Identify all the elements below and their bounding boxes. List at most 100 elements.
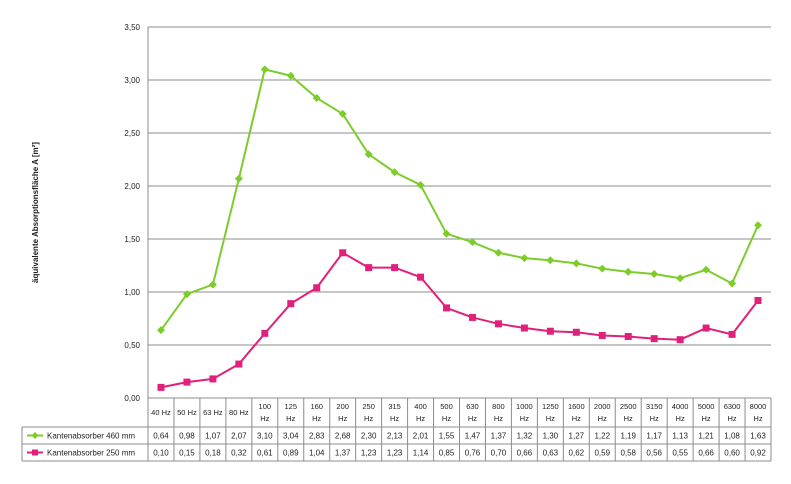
x-tick-label: Hz xyxy=(624,414,633,423)
y-tick-label: 2,50 xyxy=(124,129,140,138)
table-cell-value: 3,04 xyxy=(283,432,299,441)
data-point xyxy=(208,280,217,289)
x-tick-label: 4000 xyxy=(672,402,689,411)
table-cell-value: 0,89 xyxy=(283,449,299,458)
x-tick-label: 1250 xyxy=(542,402,559,411)
data-point xyxy=(676,274,685,283)
x-tick-label: Hz xyxy=(702,414,711,423)
x-tick-label: Hz xyxy=(546,414,555,423)
data-point xyxy=(598,331,606,339)
data-point xyxy=(494,248,503,257)
table-cell-value: 1,04 xyxy=(309,449,325,458)
table-cell-value: 2,01 xyxy=(413,432,429,441)
data-point xyxy=(442,229,451,238)
data-point xyxy=(572,328,580,336)
y-tick-label: 3,50 xyxy=(124,23,140,32)
x-tick-label: 1600 xyxy=(568,402,585,411)
data-point xyxy=(650,269,659,278)
x-tick-label: Hz xyxy=(312,414,321,423)
table-cell-value: 1,08 xyxy=(724,432,740,441)
table-cell-value: 0,55 xyxy=(672,449,688,458)
table-cell-value: 0,60 xyxy=(724,449,740,458)
table-cell-value: 0,85 xyxy=(439,449,455,458)
x-tick-label: Hz xyxy=(442,414,451,423)
table-cell-value: 1,22 xyxy=(594,432,610,441)
table-cell-value: 0,76 xyxy=(465,449,481,458)
table-cell-value: 0,70 xyxy=(491,449,507,458)
data-point xyxy=(754,221,763,230)
x-tick-label: 160 xyxy=(310,402,323,411)
data-point xyxy=(182,290,191,299)
x-tick-label: 3150 xyxy=(646,402,663,411)
table-cell-value: 1,23 xyxy=(361,449,377,458)
y-tick-label: 1,50 xyxy=(124,235,140,244)
data-point xyxy=(391,264,399,272)
table-cell-value: 1,14 xyxy=(413,449,429,458)
x-tick-label: Hz xyxy=(286,414,295,423)
y-tick-label: 0,50 xyxy=(124,341,140,350)
table-cell-value: 1,27 xyxy=(569,432,585,441)
x-tick-label: Hz xyxy=(520,414,529,423)
table-cell-value: 0,64 xyxy=(153,432,169,441)
x-tick-label: 800 xyxy=(492,402,505,411)
table-cell-value: 1,63 xyxy=(750,432,766,441)
data-point xyxy=(546,327,554,335)
data-point xyxy=(520,254,529,263)
x-tick-label: Hz xyxy=(468,414,477,423)
data-point xyxy=(728,330,736,338)
x-tick-label: 63 Hz xyxy=(203,408,223,417)
data-point xyxy=(728,279,737,288)
x-tick-label: 5000 xyxy=(698,402,715,411)
data-point xyxy=(598,264,607,273)
data-point xyxy=(468,238,477,247)
x-tick-label: Hz xyxy=(416,414,425,423)
x-tick-label: 200 xyxy=(336,402,349,411)
data-point xyxy=(520,324,528,332)
table-cell-value: 1,37 xyxy=(491,432,507,441)
table-cell-value: 1,17 xyxy=(646,432,662,441)
x-tick-label: Hz xyxy=(494,414,503,423)
data-point xyxy=(702,265,711,274)
y-tick-label: 0,00 xyxy=(124,394,140,403)
table-cell-value: 0,66 xyxy=(517,449,533,458)
table-cell-value: 2,13 xyxy=(387,432,403,441)
x-tick-label: 500 xyxy=(440,402,453,411)
data-point xyxy=(754,296,762,304)
table-cell-value: 0,92 xyxy=(750,449,766,458)
x-tick-label: 2000 xyxy=(594,402,611,411)
data-point xyxy=(338,109,347,118)
data-point xyxy=(416,180,425,189)
data-point xyxy=(624,267,633,276)
table-cell-value: 1,07 xyxy=(205,432,221,441)
data-point xyxy=(286,71,295,80)
x-tick-label: 2500 xyxy=(620,402,637,411)
x-tick-label: Hz xyxy=(650,414,659,423)
data-point xyxy=(546,256,555,265)
y-tick-label: 3,00 xyxy=(124,76,140,85)
data-point xyxy=(676,336,684,344)
x-tick-label: 315 xyxy=(388,402,401,411)
data-point xyxy=(209,375,217,383)
x-tick-label: Hz xyxy=(260,414,269,423)
table-cell-value: 0,18 xyxy=(205,449,221,458)
table-cell-value: 0,59 xyxy=(594,449,610,458)
table-cell-value: 2,07 xyxy=(231,432,247,441)
data-point xyxy=(260,65,269,74)
table-cell-value: 0,98 xyxy=(179,432,195,441)
x-tick-label: 125 xyxy=(285,402,298,411)
data-point xyxy=(650,335,658,343)
y-axis-title: äquivalente Absorptionsfläche A [m²] xyxy=(31,142,40,283)
x-tick-label: Hz xyxy=(364,414,373,423)
data-point xyxy=(312,94,321,103)
data-point xyxy=(235,360,243,368)
legend-label: Kantenabsorber 460 mm xyxy=(47,432,135,441)
table-cell-value: 0,61 xyxy=(257,449,273,458)
table-cell-value: 0,63 xyxy=(543,449,559,458)
table-cell-value: 1,30 xyxy=(543,432,559,441)
x-tick-label: Hz xyxy=(727,414,736,423)
table-cell-value: 1,19 xyxy=(620,432,636,441)
series-line xyxy=(160,251,759,389)
x-tick-label: Hz xyxy=(338,414,347,423)
table-cell-value: 1,23 xyxy=(387,449,403,458)
